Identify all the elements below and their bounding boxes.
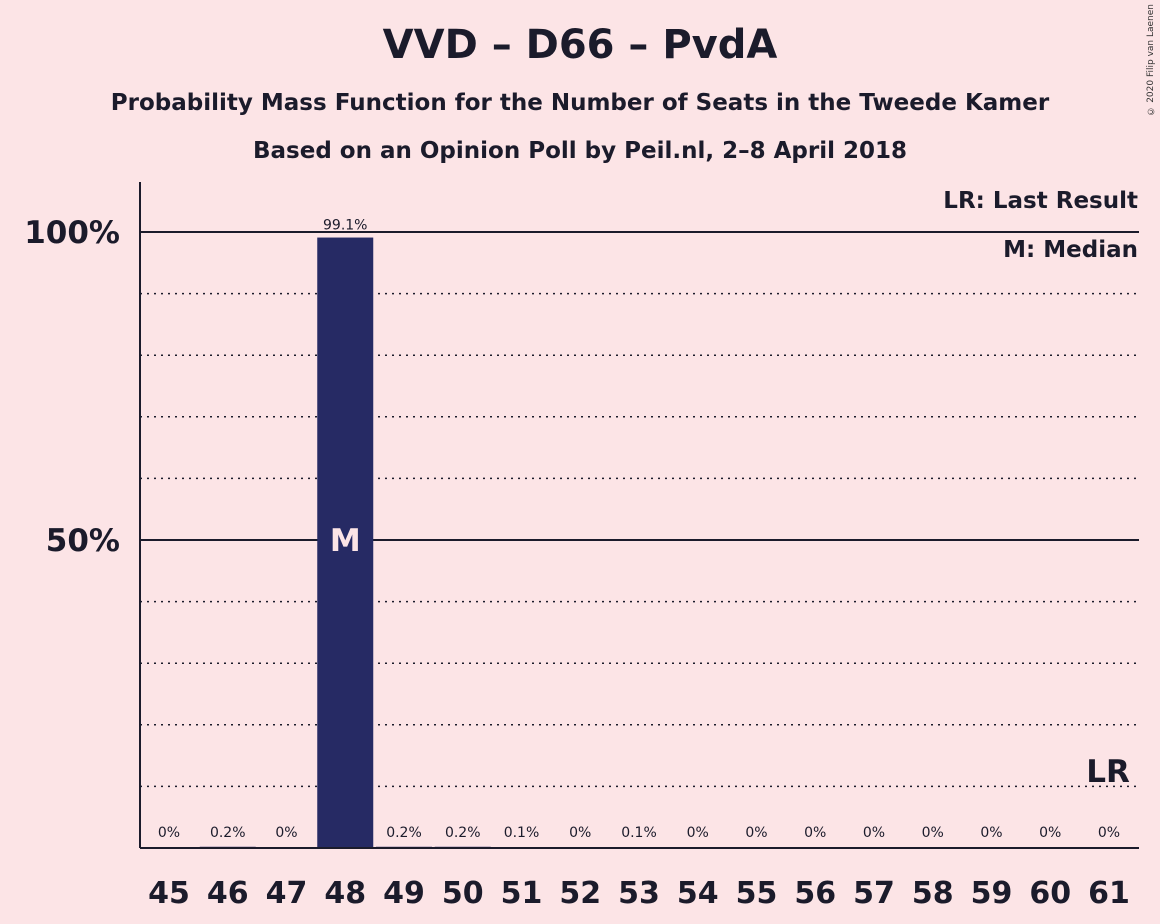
data-label: 0% [863,825,885,841]
x-tick-label: 56 [794,876,836,911]
data-label: 0.1% [504,825,540,841]
x-tick-label: 50 [442,876,484,911]
legend: LR: Last Result M: Median [943,188,1138,263]
data-label: 99.1% [323,218,367,234]
legend-entry: M: Median [1003,237,1138,263]
bar [317,237,374,848]
data-label: 0% [980,825,1002,841]
x-tick-label: 60 [1029,876,1071,911]
x-tick-label: 61 [1088,876,1130,911]
bars [199,237,667,848]
median-marker: M [330,523,361,559]
chart-source-subtitle: Based on an Opinion Poll by Peil.nl, 2–8… [252,138,907,164]
chart-subtitle: Probability Mass Function for the Number… [110,90,1050,116]
x-tick-label: 54 [677,876,719,911]
data-label: 0% [745,825,767,841]
x-tick-label: 59 [971,876,1013,911]
data-label: 0% [922,825,944,841]
x-tick-label: 45 [148,876,190,911]
data-label: 0% [804,825,826,841]
x-tick-label: 58 [912,876,954,911]
x-tick-label: 48 [324,876,366,911]
data-label: 0.2% [386,825,422,841]
x-tick-label: 52 [559,876,601,911]
labels: 50% 100% 45 46 47 48 49 50 51 52 53 54 55 56 57 58 59 60 6… [24,215,1130,911]
data-label: 0% [158,825,180,841]
last-result-marker: LR [1086,754,1130,790]
y-tick-label: 50% [46,523,120,559]
data-label: 0% [687,825,709,841]
x-tick-label: 47 [266,876,308,911]
data-label: 0% [1098,825,1120,841]
data-label: 0.2% [210,825,246,841]
chart-title: VVD – D66 – PvdA [382,22,778,68]
legend-entry: LR: Last Result [943,188,1138,214]
data-label: 0.2% [445,825,481,841]
axes [139,182,1139,849]
x-tick-label: 49 [383,876,425,911]
x-tick-label: 46 [207,876,249,911]
data-label: 0% [275,825,297,841]
data-label: 0.1% [621,825,657,841]
x-tick-label: 53 [618,876,660,911]
data-label: 0% [569,825,591,841]
x-tick-label: 57 [853,876,895,911]
x-tick-label: 51 [501,876,543,911]
data-label: 0% [1039,825,1061,841]
gridlines [140,231,1139,788]
y-tick-label: 100% [24,215,120,251]
x-tick-label: 55 [736,876,778,911]
